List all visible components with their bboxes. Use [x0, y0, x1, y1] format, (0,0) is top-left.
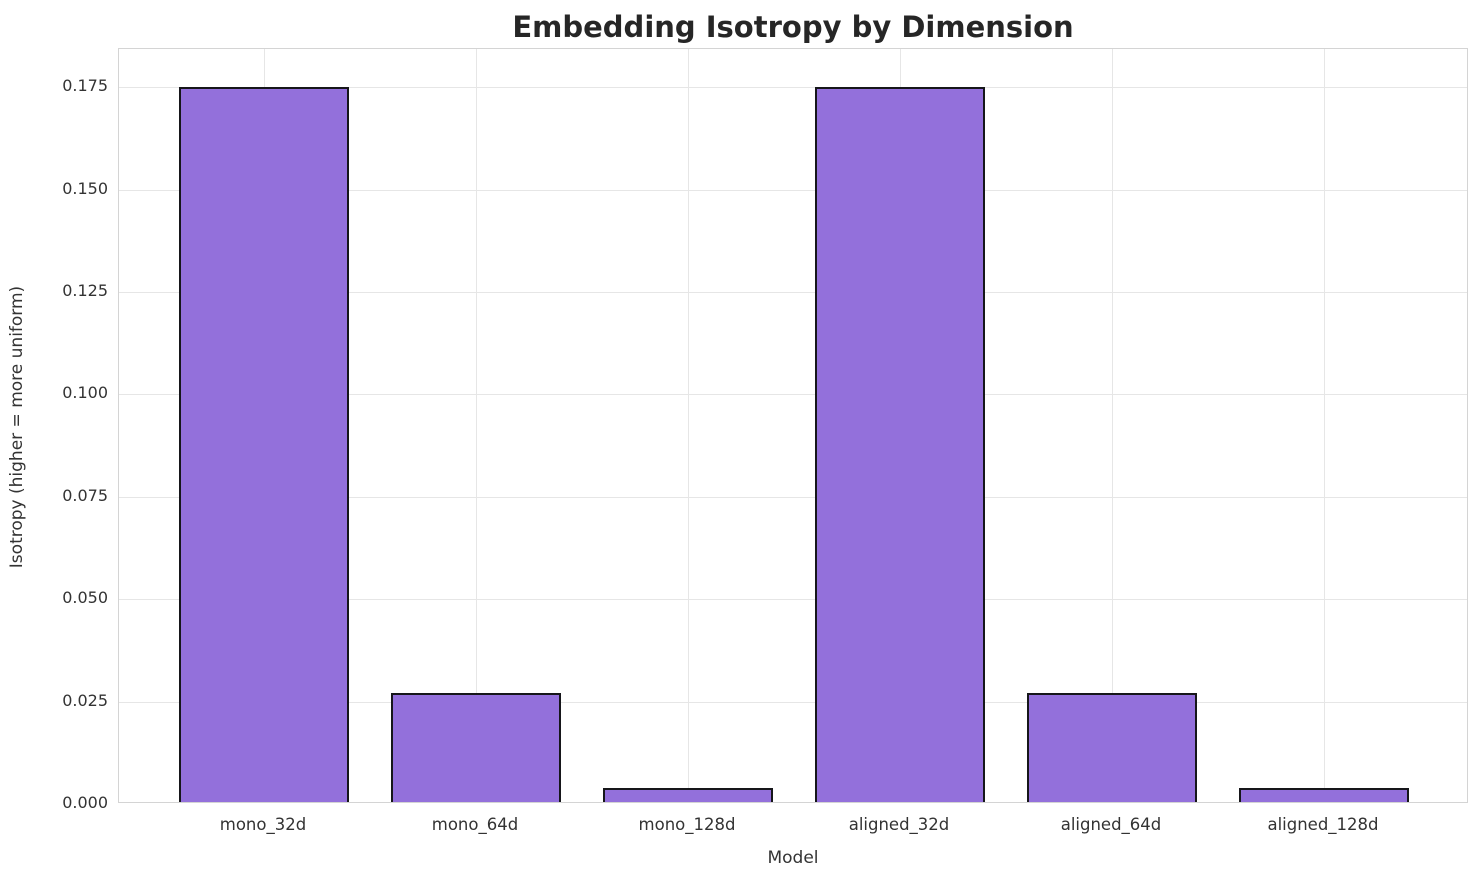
- x-gridline: [1324, 49, 1325, 802]
- x-gridline: [476, 49, 477, 802]
- plot-area: [118, 48, 1468, 803]
- x-tick-label: mono_64d: [431, 815, 519, 834]
- y-tick-label: 0.175: [62, 76, 108, 96]
- y-gridline: [119, 599, 1467, 601]
- y-tick-label: 0.125: [62, 280, 108, 300]
- y-gridline: [119, 87, 1467, 89]
- y-gridline: [119, 189, 1467, 191]
- x-tick-label: mono_32d: [219, 815, 307, 834]
- y-tick-label: 0.025: [62, 690, 108, 710]
- bar-mono_128d: [603, 787, 773, 802]
- bar-aligned_128d: [1239, 787, 1409, 802]
- chart-title: Embedding Isotropy by Dimension: [512, 10, 1074, 44]
- y-tick-label: 0.075: [62, 485, 108, 505]
- x-tick-label: aligned_64d: [1060, 815, 1162, 834]
- y-tick-label: 0.100: [62, 383, 108, 403]
- x-gridline: [1112, 49, 1113, 802]
- y-tick-label: 0.150: [62, 178, 108, 198]
- bar-mono_64d: [391, 693, 561, 802]
- y-gridline: [119, 291, 1467, 293]
- bar-mono_32d: [179, 87, 349, 802]
- y-gridline: [119, 394, 1467, 396]
- bar-aligned_64d: [1027, 693, 1197, 802]
- y-gridline: [119, 701, 1467, 703]
- bar-aligned_32d: [815, 87, 985, 802]
- x-tick-label: aligned_128d: [1267, 815, 1379, 834]
- x-tick-label: mono_128d: [638, 815, 736, 834]
- x-tick-label: aligned_32d: [848, 815, 950, 834]
- y-tick-label: 0.050: [62, 588, 108, 608]
- y-axis-label: Isotropy (higher = more uniform): [7, 285, 27, 569]
- x-gridline: [688, 49, 689, 802]
- x-axis-label: Model: [767, 848, 819, 868]
- y-tick-label: 0.000: [62, 793, 108, 812]
- y-gridline: [119, 496, 1467, 498]
